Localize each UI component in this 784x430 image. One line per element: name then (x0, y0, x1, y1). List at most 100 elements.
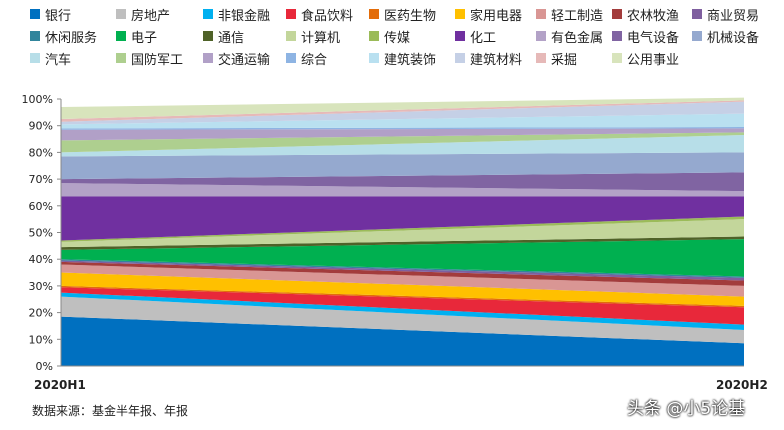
legend-label: 传媒 (384, 30, 411, 46)
legend-swatch (369, 53, 379, 63)
legend-swatch (612, 53, 622, 63)
legend-item: 机械设备 (692, 26, 759, 46)
y-tick-label: 90% (29, 120, 53, 133)
legend-item: 综合 (286, 48, 327, 68)
y-tick-label: 10% (29, 333, 53, 346)
legend-item: 建筑装饰 (369, 48, 436, 68)
area-series (61, 296, 744, 344)
legend-swatch (116, 53, 126, 63)
area-series (61, 101, 744, 125)
legend-label: 有色金属 (551, 30, 604, 46)
legend-item: 通信 (203, 26, 244, 46)
legend-label: 综合 (301, 52, 328, 68)
area-series (61, 135, 744, 157)
area-series (61, 132, 744, 153)
area-series (61, 219, 744, 248)
legend-swatch (536, 9, 546, 19)
y-tick-label: 50% (29, 227, 53, 240)
area-series (61, 316, 744, 366)
legend-label: 计算机 (301, 30, 341, 46)
legend-swatch (30, 53, 40, 63)
y-tick-label: 40% (29, 253, 53, 266)
legend-label: 汽车 (45, 52, 72, 68)
legend-label: 房地产 (131, 8, 171, 24)
legend-item: 电子 (116, 26, 157, 46)
legend-label: 电子 (131, 30, 158, 46)
legend-label: 化工 (470, 30, 497, 46)
x-label-2020H1: 2020H1 (34, 378, 86, 392)
legend-label: 银行 (45, 8, 72, 24)
area-series (61, 261, 744, 286)
legend-swatch (369, 31, 379, 41)
legend-item: 家用电器 (455, 4, 522, 24)
legend-item: 食品饮料 (286, 4, 353, 24)
legend-swatch (116, 9, 126, 19)
legend-item: 国防军工 (116, 48, 183, 68)
area-series (61, 152, 744, 180)
legend-swatch (692, 31, 702, 41)
legend-label: 通信 (218, 30, 245, 46)
y-tick-label: 80% (29, 146, 53, 159)
legend-swatch (203, 53, 213, 63)
area-series (61, 259, 744, 278)
legend-label: 公用事业 (627, 52, 680, 68)
area-series (61, 287, 744, 325)
legend-label: 建筑装饰 (384, 52, 437, 68)
legend-item: 传媒 (369, 26, 410, 46)
legend-swatch (286, 53, 296, 63)
legend-swatch (612, 9, 622, 19)
legend-label: 农林牧渔 (627, 8, 680, 24)
legend-label: 非银金融 (218, 8, 271, 24)
legend-label: 采掘 (551, 52, 578, 68)
legend-label: 家用电器 (470, 8, 523, 24)
area-series (61, 100, 744, 122)
legend-swatch (30, 31, 40, 41)
area-series (61, 127, 744, 130)
legend-label: 国防军工 (131, 52, 184, 68)
source-note: 数据来源：基金半年报、年报 (32, 404, 189, 418)
legend-item: 交通运输 (203, 48, 270, 68)
legend-label: 电气设备 (627, 30, 680, 46)
legend-item: 非银金融 (203, 4, 270, 24)
legend-swatch (286, 31, 296, 41)
y-tick-label: 60% (29, 200, 53, 213)
legend-item: 计算机 (286, 26, 340, 46)
legend-swatch (455, 53, 465, 63)
x-label-2020H2: 2020H2 (716, 378, 768, 392)
legend-item: 有色金属 (536, 26, 603, 46)
area-series (61, 260, 744, 281)
y-tick-label: 0% (36, 360, 53, 373)
legend-label: 食品饮料 (301, 8, 354, 24)
legend-item: 公用事业 (612, 48, 679, 68)
legend-swatch (30, 9, 40, 19)
area-series (61, 272, 744, 306)
legend-swatch (203, 31, 213, 41)
legend-swatch (536, 31, 546, 41)
legend-item: 建筑材料 (455, 48, 522, 68)
y-tick-label: 30% (29, 280, 53, 293)
area-series (61, 113, 744, 129)
legend-label: 建筑材料 (470, 52, 523, 68)
legend-item: 医药生物 (369, 4, 436, 24)
legend-item: 农林牧渔 (612, 4, 679, 24)
legend-swatch (203, 9, 213, 19)
legend-swatch (455, 9, 465, 19)
legend-item: 化工 (455, 26, 496, 46)
legend-label: 休闲服务 (45, 30, 98, 46)
y-tick-label: 20% (29, 307, 53, 320)
legend-swatch (612, 31, 622, 41)
area-series (61, 183, 744, 197)
area-series (61, 285, 744, 308)
area-series (61, 292, 744, 330)
legend-swatch (536, 53, 546, 63)
legend-label: 商业贸易 (707, 8, 760, 24)
legend-item: 房地产 (116, 4, 170, 24)
legend-swatch (455, 31, 465, 41)
legend-item: 商业贸易 (692, 4, 759, 24)
area-series (61, 172, 744, 192)
area-series (61, 239, 744, 277)
legend-item: 汽车 (30, 48, 71, 68)
area-series (61, 264, 744, 297)
legend-label: 医药生物 (384, 8, 437, 24)
legend-item: 银行 (30, 4, 71, 24)
